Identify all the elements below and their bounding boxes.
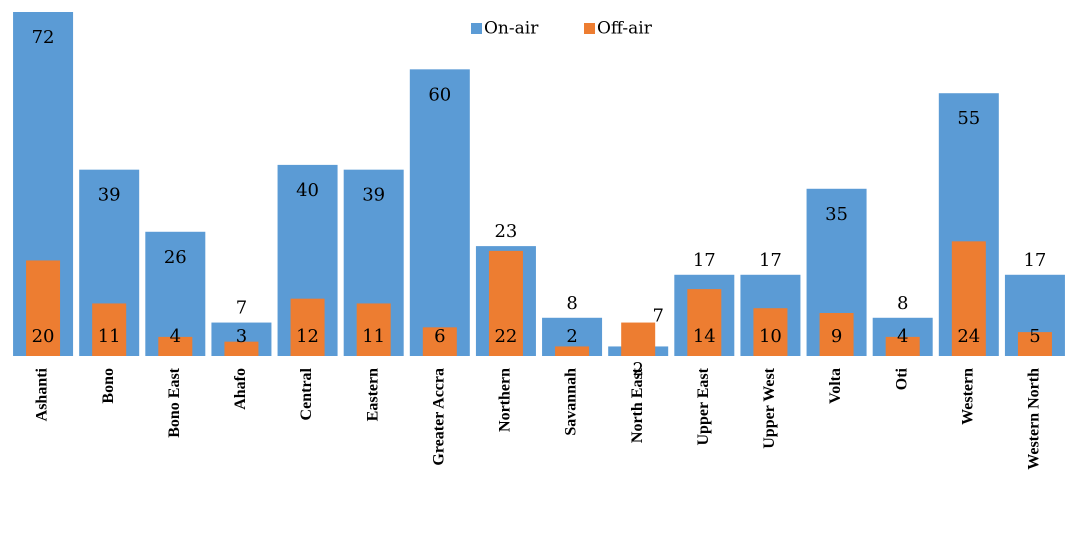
data-label: 8 — [566, 293, 577, 314]
off-air-bar — [621, 322, 656, 356]
data-label: 12 — [296, 326, 319, 347]
x-tick-label: Upper West — [761, 367, 778, 448]
data-label: 3 — [236, 326, 247, 347]
legend-swatch — [471, 23, 482, 34]
data-label: 2 — [566, 326, 577, 347]
data-label: 7 — [652, 306, 663, 327]
off-air-bar — [224, 341, 259, 356]
data-label: 7 — [236, 298, 247, 319]
x-tick-label: Central — [298, 367, 315, 420]
x-tick-label: North East — [629, 367, 646, 443]
x-tick-label: Ashanti — [34, 367, 51, 421]
x-tick-label: Bono — [100, 368, 117, 404]
data-label: 24 — [957, 326, 980, 347]
off-air-bar — [26, 260, 61, 356]
data-label: 55 — [957, 108, 980, 129]
off-air-bar — [951, 241, 986, 356]
x-tick-label: Greater Accra — [430, 368, 447, 466]
x-tick-label: Eastern — [364, 368, 381, 421]
off-air-bar — [1017, 332, 1052, 356]
data-label: 39 — [98, 185, 121, 206]
off-air-bar — [753, 308, 788, 356]
data-label: 23 — [494, 221, 517, 242]
data-label: 40 — [296, 180, 319, 201]
off-air-bar — [687, 289, 722, 356]
off-air-bar — [290, 298, 325, 356]
data-label: 72 — [32, 27, 55, 48]
on-air-bar — [145, 231, 206, 356]
off-air-bar — [555, 346, 590, 356]
data-label: 4 — [897, 326, 908, 347]
data-label: 10 — [759, 326, 782, 347]
legend-swatch — [584, 23, 595, 34]
data-label: 26 — [164, 247, 187, 268]
data-label: 11 — [362, 326, 385, 347]
x-tick-label: Western North — [1026, 368, 1043, 470]
data-label: 14 — [693, 326, 716, 347]
off-air-bar — [819, 313, 854, 356]
x-tick-label: Western — [959, 368, 976, 425]
x-tick-label: Savannah — [563, 368, 580, 436]
data-label: 8 — [897, 293, 908, 314]
x-tick-label: Oti — [893, 367, 910, 390]
off-air-bar — [92, 303, 127, 356]
off-air-bar — [422, 327, 457, 356]
off-air-bar — [158, 336, 193, 356]
data-label: 6 — [434, 326, 445, 347]
on-air-bar — [409, 69, 470, 356]
legend-label: On-air — [484, 19, 539, 39]
data-label: 39 — [362, 185, 385, 206]
x-tick-label: Bono East — [166, 367, 183, 437]
x-tick-label: Ahafo — [232, 368, 249, 410]
data-label: 17 — [1023, 250, 1046, 271]
data-label: 20 — [32, 326, 55, 347]
legend-label: Off-air — [597, 19, 653, 39]
data-label: 2 — [632, 359, 643, 380]
data-label: 5 — [1029, 326, 1040, 347]
data-label: 35 — [825, 204, 848, 225]
data-label: 17 — [693, 250, 716, 271]
data-label: 22 — [494, 326, 517, 347]
x-tick-label: Volta — [827, 368, 844, 404]
x-tick-label: Upper East — [695, 367, 712, 445]
data-label: 11 — [98, 326, 121, 347]
data-label: 17 — [759, 250, 782, 271]
x-tick-label: Northern — [497, 368, 514, 432]
off-air-bar — [488, 250, 523, 356]
data-label: 60 — [428, 84, 451, 105]
off-air-bar — [356, 303, 391, 356]
data-label: 4 — [170, 326, 181, 347]
off-air-bar — [885, 336, 920, 356]
data-label: 9 — [831, 326, 842, 347]
